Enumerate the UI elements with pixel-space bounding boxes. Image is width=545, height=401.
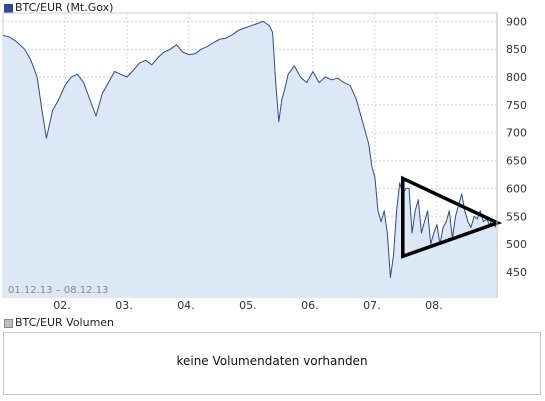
date-range-label: 01.12.13 – 08.12.13 <box>8 285 108 296</box>
volume-panel: keine Volumendaten vorhanden <box>3 332 541 395</box>
y-tick-label-8: 850 <box>506 43 527 56</box>
y-tick-label-9: 900 <box>506 15 527 28</box>
price-chart: 450 500 550 600 650 700 750 800 850 900 02. 03. 04. 0… <box>2 12 527 312</box>
volume-legend-swatch <box>4 319 13 328</box>
x-tick-label-1: 03. <box>115 299 133 312</box>
y-tick-label-4: 650 <box>506 155 527 168</box>
y-tick-label-1: 500 <box>506 238 527 251</box>
x-tick-label-3: 05. <box>239 299 257 312</box>
x-tick-label-0: 02. <box>53 299 71 312</box>
y-tick-label-0: 450 <box>506 266 527 279</box>
no-volume-data-message: keine Volumendaten vorhanden <box>176 354 368 368</box>
x-tick-label-4: 06. <box>301 299 319 312</box>
x-tick-label-2: 04. <box>177 299 195 312</box>
y-tick-label-7: 800 <box>506 71 527 84</box>
pennant-triangle-0 <box>401 175 503 259</box>
x-tick-label-5: 07. <box>363 299 381 312</box>
price-legend-label: BTC/EUR (Mt.Gox) <box>15 1 114 14</box>
price-area <box>3 21 496 298</box>
x-tick-label-6: 08. <box>425 299 443 312</box>
y-tick-label-6: 750 <box>506 99 527 112</box>
volume-legend-label: BTC/EUR Volumen <box>15 316 115 329</box>
y-tick-label-5: 700 <box>506 127 527 140</box>
y-tick-label-2: 550 <box>506 210 527 223</box>
y-tick-label-3: 600 <box>506 182 527 195</box>
price-line <box>2 20 497 278</box>
